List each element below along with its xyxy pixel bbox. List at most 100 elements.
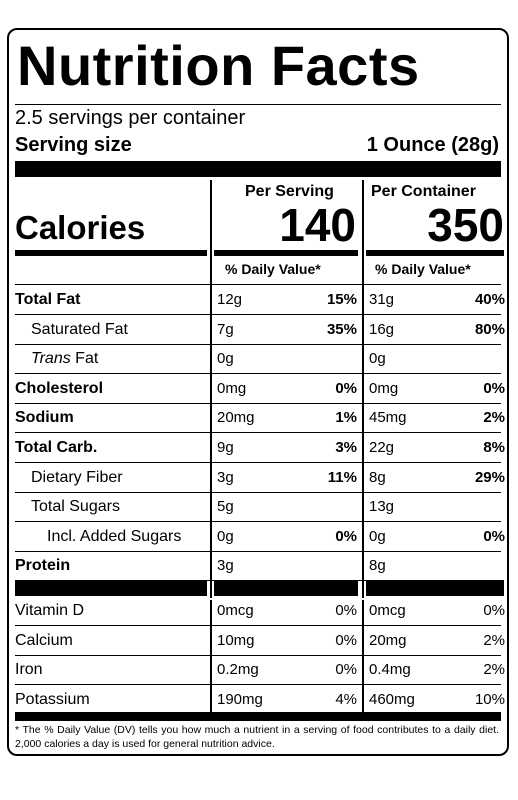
nutrient-name-text: Potassium	[15, 690, 90, 708]
nutrient-row: Saturated Fat 7g 35% 16g 80%	[9, 315, 507, 345]
nutrient-row: Dietary Fiber 3g 11% 8g 29%	[9, 463, 507, 493]
calories-bar-1	[15, 250, 207, 256]
container-daily-value: 40%	[474, 291, 505, 308]
calories-bar-3	[366, 250, 504, 256]
nutrient-name-text: Cholesterol	[15, 379, 104, 397]
row-divider	[15, 521, 501, 523]
nutrient-name: Calcium	[15, 626, 73, 655]
nutrient-name: Sodium	[15, 403, 74, 432]
serving-amount: 7g	[217, 320, 234, 338]
nutrient-name-text: Incl. Added Sugars	[47, 527, 182, 545]
per-serving-header: Per Serving	[245, 183, 334, 200]
serving-daily-value: 4%	[335, 690, 357, 708]
vitamin-row: Iron 0.2mg 0% 0.4mg 2%	[9, 655, 507, 685]
nutrient-row: Cholesterol 0mg 0% 0mg 0%	[9, 374, 507, 404]
nutrient-row: Trans Fat 0g 0g	[9, 344, 507, 374]
serving-amount: 190mg	[217, 690, 263, 708]
container-amount: 0.4mg	[369, 661, 411, 679]
calories-bar-2	[214, 250, 358, 256]
serving-amount: 0.2mg	[217, 661, 259, 679]
row-divider	[15, 432, 501, 434]
row-divider	[15, 625, 501, 626]
serving-daily-value: 1%	[335, 409, 357, 427]
serving-amount: 0g	[217, 350, 234, 368]
container-daily-value: 10%	[474, 690, 505, 708]
nutrient-row: Incl. Added Sugars 0g 0% 0g 0%	[9, 522, 507, 552]
label-title: Nutrition Facts	[17, 34, 420, 97]
row-divider	[15, 491, 501, 493]
nutrient-row: Total Carb. 9g 3% 22g 8%	[9, 433, 507, 463]
serving-divider-bar	[15, 161, 501, 177]
nutrient-row: Protein 3g 8g	[9, 551, 507, 581]
container-amount: 0g	[369, 527, 386, 545]
row-divider	[15, 684, 501, 686]
container-daily-value: 0%	[483, 379, 505, 397]
nutrient-name: Dietary Fiber	[31, 463, 123, 492]
title-divider	[15, 104, 501, 105]
container-amount: 8g	[369, 468, 386, 486]
nutrient-name-text: Protein	[15, 557, 71, 575]
container-amount: 45mg	[369, 409, 407, 427]
nutrition-label: Nutrition Facts 2.5 servings per contain…	[7, 28, 509, 756]
serving-daily-value: 3%	[335, 439, 357, 456]
nutrient-name-text: Total Fat	[15, 291, 81, 308]
container-amount: 8g	[369, 557, 386, 575]
serving-amount: 10mg	[217, 631, 255, 649]
serving-daily-value: 15%	[326, 291, 357, 308]
serving-daily-value: 0%	[335, 379, 357, 397]
serving-amount: 0mg	[217, 379, 247, 397]
nutrient-name: Total Carb.	[15, 433, 97, 462]
container-daily-value: 2%	[483, 631, 505, 649]
container-daily-value: 2%	[483, 661, 505, 679]
row-divider	[15, 314, 501, 315]
container-amount: 20mg	[369, 631, 407, 649]
serving-amount: 20mg	[217, 409, 255, 427]
nutrient-name: Total Fat	[15, 285, 80, 314]
nutrient-name-text: Total Sugars	[31, 498, 120, 516]
nutrient-name-text: Sodium	[15, 409, 74, 427]
nutrient-name: Vitamin D	[15, 596, 84, 625]
vitamin-row: Potassium 190mg 4% 460mg 10%	[9, 685, 507, 715]
nutrient-name: Iron	[15, 655, 43, 684]
serving-amount: 3g	[217, 557, 234, 575]
nutrient-name-text: Vitamin D	[15, 602, 85, 619]
footnote: * The % Daily Value (DV) tells you how m…	[15, 724, 499, 750]
nutrient-name: Trans Fat	[31, 344, 98, 373]
vitamin-bar-3	[366, 580, 504, 596]
row-divider	[15, 402, 501, 404]
container-daily-value: 29%	[474, 468, 505, 486]
serving-amount: 5g	[217, 498, 234, 516]
footnote-bar	[15, 712, 501, 721]
container-amount: 31g	[369, 291, 395, 308]
container-amount: 0g	[369, 350, 386, 368]
vitamin-bar-2	[214, 580, 358, 596]
column-separator-1	[210, 180, 212, 598]
row-divider	[15, 373, 501, 375]
container-amount: 460mg	[369, 690, 415, 708]
nutrient-name: Cholesterol	[15, 374, 103, 403]
nutrient-name-text: Calcium	[15, 631, 73, 649]
serving-daily-value: 0%	[335, 602, 357, 619]
serving-amount: 0mcg	[217, 602, 254, 619]
nutrient-name: Incl. Added Sugars	[47, 522, 181, 551]
serving-amount: 3g	[217, 468, 234, 486]
container-daily-value: 8%	[483, 439, 505, 456]
dv-header-container: % Daily Value*	[375, 261, 471, 277]
per-container-header: Per Container	[371, 183, 476, 200]
nutrient-name: Protein	[15, 551, 70, 580]
calories-per-serving: 140	[279, 199, 356, 251]
nutrient-name-text: Saturated Fat	[31, 320, 128, 338]
dv-header-divider	[15, 284, 501, 285]
column-separator-1b	[210, 600, 212, 712]
row-divider	[15, 654, 501, 656]
serving-size-label: Serving size	[15, 134, 132, 156]
nutrient-name-italic: Trans	[31, 350, 71, 368]
container-amount: 13g	[369, 498, 395, 516]
serving-amount: 0g	[217, 527, 234, 545]
nutrient-row: Sodium 20mg 1% 45mg 2%	[9, 403, 507, 433]
serving-daily-value: 0%	[335, 631, 357, 649]
serving-amount: 9g	[217, 439, 234, 456]
nutrient-name-text: Iron	[15, 661, 43, 679]
row-divider	[15, 343, 501, 345]
serving-size-value: 1 Ounce (28g)	[366, 134, 499, 156]
